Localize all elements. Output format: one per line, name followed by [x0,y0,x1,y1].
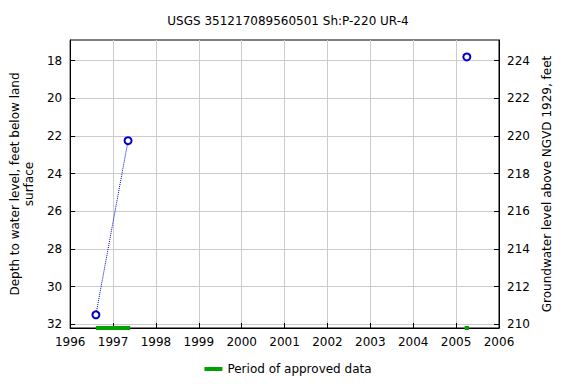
svg-text:Groundwater level above NGVD 1: Groundwater level above NGVD 1929, feet [540,55,554,312]
svg-text:2003: 2003 [355,335,386,349]
svg-text:1996: 1996 [55,335,86,349]
svg-text:24: 24 [47,167,62,181]
svg-text:216: 216 [507,204,530,218]
svg-text:2002: 2002 [312,335,343,349]
svg-text:32: 32 [47,317,62,331]
svg-text:2005: 2005 [441,335,472,349]
svg-text:30: 30 [47,280,62,294]
svg-text:Depth to water level, feet bel: Depth to water level, feet below land [8,72,22,295]
svg-text:2004: 2004 [398,335,429,349]
svg-text:218: 218 [507,167,530,181]
svg-text:1998: 1998 [141,335,172,349]
svg-text:220: 220 [507,129,530,143]
svg-text:222: 222 [507,91,530,105]
svg-text:214: 214 [507,242,530,256]
svg-text:USGS 351217089560501 Sh:P-220: USGS 351217089560501 Sh:P-220 UR-4 [167,14,408,28]
svg-text:210: 210 [507,317,530,331]
svg-text:2001: 2001 [269,335,300,349]
svg-text:22: 22 [47,129,62,143]
svg-text:18: 18 [47,54,62,68]
svg-text:2000: 2000 [226,335,257,349]
svg-text:20: 20 [47,91,62,105]
svg-text:212: 212 [507,280,530,294]
svg-text:224: 224 [507,54,530,68]
svg-text:surface: surface [22,162,36,206]
svg-text:28: 28 [47,242,62,256]
svg-text:2006: 2006 [484,335,515,349]
svg-text:26: 26 [47,204,62,218]
svg-text:Period of approved data: Period of approved data [227,362,371,376]
svg-text:1999: 1999 [184,335,215,349]
svg-text:1997: 1997 [98,335,129,349]
